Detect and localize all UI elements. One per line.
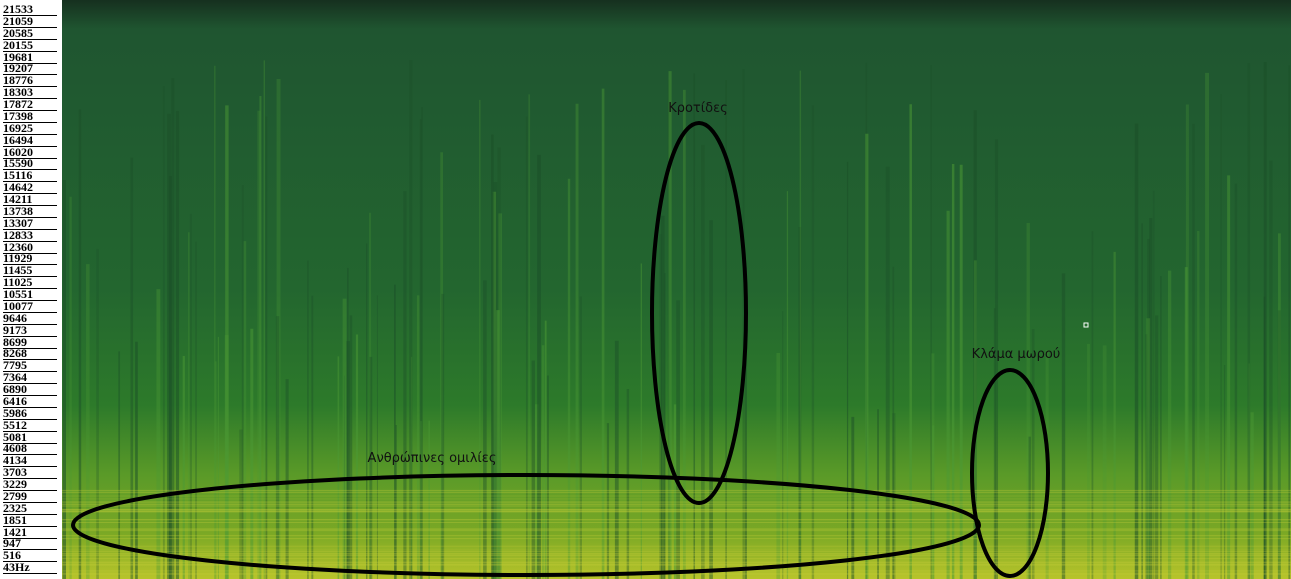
frequency-label: 20585: [3, 27, 57, 40]
firecracker-ellipse: [650, 121, 748, 505]
frequency-label: 19207: [3, 62, 57, 76]
frequency-label: 11455: [3, 264, 57, 278]
frequency-axis: 21533 21059 20585 20155 19681 19207 18776 18303…: [0, 3, 62, 579]
frequency-label: 1851: [3, 514, 57, 527]
frequency-label: 2799: [3, 490, 57, 503]
spectrogram: Ανθρώπινες ομιλίες Κροτίδες Κλάμα μωρού: [62, 0, 1291, 579]
streaks: [62, 60, 1291, 579]
frequency-label: 3229: [3, 478, 57, 491]
frequency-label: 18303: [3, 86, 57, 100]
frequency-label: 16494: [3, 134, 57, 147]
frequency-label: 5986: [3, 407, 57, 420]
frequency-label: 43Hz: [3, 561, 57, 575]
frequency-label: 947: [3, 537, 57, 551]
frequency-label: 19681: [3, 51, 57, 64]
frequency-label: 15590: [3, 157, 57, 171]
frequency-label: 18776: [3, 74, 57, 88]
frequency-label: 6416: [3, 395, 57, 408]
frequency-label: 13307: [3, 217, 57, 230]
frequency-label: 7364: [3, 371, 57, 385]
frequency-label: 14211: [3, 193, 57, 206]
frequency-label: 17872: [3, 98, 57, 111]
frequency-label: 9173: [3, 324, 57, 337]
baby-cry-ellipse: [970, 368, 1050, 578]
frequency-label: 4134: [3, 454, 57, 468]
frequency-label: 16925: [3, 122, 57, 135]
frequency-label: 17398: [3, 110, 57, 123]
frequency-label: 11929: [3, 252, 57, 266]
frequency-label: 10077: [3, 300, 57, 313]
frequency-label: 3703: [3, 466, 57, 480]
frequency-label: 21059: [3, 15, 57, 28]
frequency-label: 516: [3, 549, 57, 563]
frequency-label: 13738: [3, 205, 57, 218]
marker: [1083, 322, 1089, 328]
frequency-label: 15116: [3, 169, 57, 183]
frequency-label: 8699: [3, 336, 57, 349]
frequency-label: 14642: [3, 181, 57, 195]
frequency-label: 5512: [3, 419, 57, 432]
baby-cry-label: Κλάμα μωρού: [972, 347, 1061, 362]
frequency-label: 16020: [3, 146, 57, 159]
frequency-label: 4608: [3, 442, 57, 456]
firecracker-label: Κροτίδες: [668, 101, 728, 116]
frequency-label: 9646: [3, 312, 57, 325]
frequency-label: 2325: [3, 502, 57, 515]
frequency-label: 11025: [3, 276, 57, 290]
frequency-label: 6890: [3, 383, 57, 396]
frequency-label: 21533: [3, 3, 57, 16]
frequency-label: 12833: [3, 229, 57, 242]
frequency-label: 5081: [3, 431, 57, 444]
frequency-label: 12360: [3, 241, 57, 254]
frequency-label: 20155: [3, 39, 57, 52]
speech-label: Ανθρώπινες ομιλίες: [368, 451, 497, 466]
frequency-label: 7795: [3, 359, 57, 373]
frequency-label: 8268: [3, 347, 57, 361]
frequency-label: 1421: [3, 526, 57, 539]
frequency-label: 10551: [3, 288, 57, 301]
